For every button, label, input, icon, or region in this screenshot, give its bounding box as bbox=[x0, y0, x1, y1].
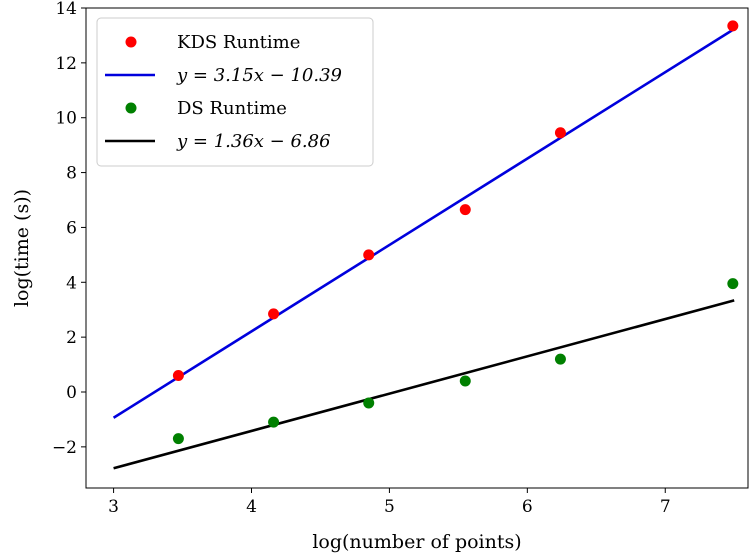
data-point-s2-0 bbox=[172, 433, 184, 445]
plot-area bbox=[112, 20, 739, 470]
legend-label-1: y = 3.15x − 10.39 bbox=[176, 65, 342, 86]
data-point-s2-5 bbox=[727, 278, 739, 290]
x-tick-label-4: 7 bbox=[660, 497, 671, 517]
x-tick-label-3: 6 bbox=[522, 497, 533, 517]
x-tick-label-1: 4 bbox=[246, 497, 257, 517]
y-tick-label-2: 2 bbox=[66, 328, 77, 348]
data-point-s0-1 bbox=[268, 308, 280, 320]
axes-frame bbox=[85, 7, 749, 489]
data-point-s2-2 bbox=[363, 397, 375, 409]
data-point-s2-3 bbox=[459, 375, 471, 387]
x-tick-label-2: 5 bbox=[384, 497, 395, 517]
data-point-s0-2 bbox=[363, 249, 375, 261]
legend-label-3: y = 1.36x − 6.86 bbox=[176, 131, 331, 152]
data-point-s0-0 bbox=[172, 370, 184, 382]
y-tick-label-4: 6 bbox=[66, 218, 77, 238]
data-point-s0-5 bbox=[727, 20, 739, 32]
legend-label-0: KDS Runtime bbox=[177, 32, 300, 53]
y-tick-label-6: 10 bbox=[55, 109, 77, 129]
legend: KDS Runtime y = 3.15x − 10.39 DS Runtime y … bbox=[96, 17, 374, 167]
y-tick-label-1: 0 bbox=[66, 383, 77, 403]
fit-line-1 bbox=[112, 27, 735, 419]
data-point-s0-3 bbox=[459, 204, 471, 216]
y-tick-label-8: 14 bbox=[55, 0, 77, 19]
data-point-s2-1 bbox=[268, 416, 280, 428]
y-axis-label: log(time (s)) bbox=[11, 189, 33, 307]
y-tick-label-0: −2 bbox=[52, 438, 77, 458]
y-tick-label-7: 12 bbox=[55, 54, 77, 74]
legend-marker-0 bbox=[125, 36, 137, 48]
data-point-s2-4 bbox=[554, 353, 566, 365]
data-point-s0-4 bbox=[554, 127, 566, 139]
axes: 3 4 5 6 7 −2 0 2 4 6 8 10 12 14 bbox=[52, 0, 749, 517]
legend-box bbox=[96, 17, 374, 167]
legend-marker-2 bbox=[125, 102, 137, 114]
fit-line-3 bbox=[113, 299, 735, 470]
y-tick-label-5: 8 bbox=[66, 164, 77, 184]
x-tick-label-0: 3 bbox=[108, 497, 119, 517]
legend-label-2: DS Runtime bbox=[177, 98, 287, 119]
x-axis-label: log(number of points) bbox=[312, 531, 521, 553]
y-tick-label-3: 4 bbox=[66, 273, 77, 293]
